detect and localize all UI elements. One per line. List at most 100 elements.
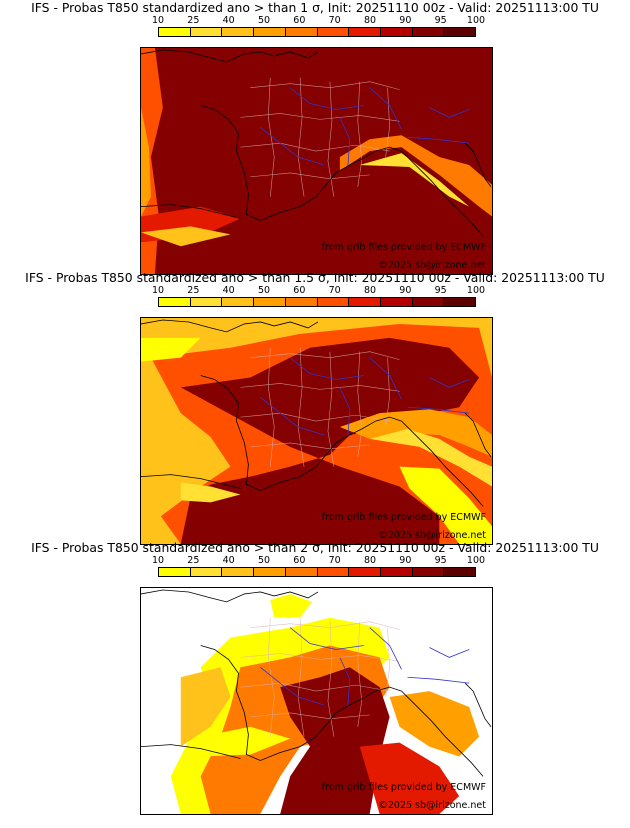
colorbar-segment <box>190 298 223 306</box>
colorbar-segment <box>349 568 381 576</box>
colorbar-segment <box>190 568 223 576</box>
colorbar-segment <box>285 298 318 306</box>
colorbar-segment <box>317 568 350 576</box>
colorbar-tick-label: 100 <box>466 15 486 26</box>
colorbar-segment <box>159 298 191 306</box>
colorbar-tick-label: 25 <box>187 285 200 296</box>
colorbar-segment <box>222 298 255 306</box>
colorbar-tick-label: 40 <box>222 555 235 566</box>
colorbar-segment <box>444 28 476 36</box>
colorbar-segment <box>317 28 350 36</box>
probability-area <box>141 107 151 217</box>
credit-copyright: ©2025 sb@irizone.net <box>378 800 486 811</box>
colorbar-segment <box>222 568 255 576</box>
colorbar-tick-label: 80 <box>363 555 377 566</box>
colorbar-segment <box>317 298 350 306</box>
colorbar-tick-label: 10 <box>151 285 165 296</box>
colorbar-tick-label: 60 <box>293 15 306 26</box>
probability-area <box>141 226 231 247</box>
colorbar-tick-label: 40 <box>222 285 235 296</box>
map-frame: from grib files provided by ECMWF ©2025 … <box>140 317 493 545</box>
probability-area <box>180 667 231 747</box>
colorbar-segment <box>222 28 255 36</box>
probability-map <box>141 318 492 544</box>
colorbar-tick-label: 50 <box>257 285 271 296</box>
colorbar-segment <box>380 28 413 36</box>
colorbar-tick-label: 90 <box>399 15 412 26</box>
credit-copyright: ©2025 sb@irizone.net <box>378 530 486 541</box>
colorbar-segment <box>254 298 286 306</box>
colorbar-tick-label: 95 <box>434 555 447 566</box>
colorbar-tick-label: 80 <box>363 285 377 296</box>
department-borders <box>240 617 400 737</box>
colorbar-segment <box>254 28 286 36</box>
map-frame: from grib files provided by ECMWF ©2025 … <box>140 47 493 275</box>
colorbar-segment <box>380 298 413 306</box>
rivers <box>260 357 470 437</box>
probability-area <box>339 135 492 217</box>
probability-area <box>399 466 492 544</box>
map-title: IFS - Probas T850 standardized ano > tha… <box>31 540 599 555</box>
credit-source: from grib files provided by ECMWF <box>321 782 486 793</box>
colorbar-segment <box>412 568 445 576</box>
colorbar-tick-label: 100 <box>466 555 486 566</box>
probability-area <box>359 742 460 814</box>
rivers <box>260 87 470 167</box>
coastline <box>141 49 492 237</box>
colorbar-segment <box>444 298 476 306</box>
colorbar-segment <box>159 28 191 36</box>
probability-area <box>270 593 313 618</box>
colorbar-scale: 10 25 40 50 60 70 80 90 95 100 <box>152 555 485 579</box>
colorbar-segment <box>412 298 445 306</box>
probability-area <box>180 337 480 544</box>
probability-area <box>280 667 390 814</box>
probability-area <box>369 429 492 487</box>
map-title: IFS - Probas T850 standardized ano > tha… <box>25 270 605 285</box>
colorbar-tick-label: 25 <box>187 555 200 566</box>
colorbar-tick-label: 100 <box>466 285 486 296</box>
colorbar <box>158 27 476 37</box>
colorbar-segment <box>285 568 318 576</box>
department-borders <box>240 77 400 197</box>
colorbar-tick-label: 80 <box>363 15 377 26</box>
colorbar-segment <box>349 298 381 306</box>
colorbar-tick-label: 40 <box>222 15 235 26</box>
colorbar-tick-label: 90 <box>399 555 412 566</box>
colorbar-segment <box>159 568 191 576</box>
map-panel-2: IFS - Probas T850 standardized ano > tha… <box>0 270 630 545</box>
map-title: IFS - Probas T850 standardized ano > tha… <box>31 0 599 15</box>
colorbar-segment <box>444 568 476 576</box>
colorbar-tick-label: 70 <box>328 285 341 296</box>
colorbar-scale: 10 25 40 50 60 70 80 90 95 100 <box>152 15 485 39</box>
colorbar-tick-label: 95 <box>434 15 447 26</box>
colorbar-segment <box>380 568 413 576</box>
probability-map <box>141 48 492 274</box>
colorbar <box>158 567 476 577</box>
colorbar-tick-label: 25 <box>187 15 200 26</box>
colorbar <box>158 297 476 307</box>
colorbar-tick-label: 70 <box>328 555 341 566</box>
probability-area <box>180 482 241 503</box>
map-frame: from grib files provided by ECMWF ©2025 … <box>140 587 493 815</box>
colorbar-tick-label: 50 <box>257 555 271 566</box>
colorbar-tick-label: 10 <box>151 15 165 26</box>
colorbar-tick-label: 90 <box>399 285 412 296</box>
colorbar-segment <box>412 28 445 36</box>
colorbar-tick-label: 60 <box>293 285 306 296</box>
colorbar-tick-label: 95 <box>434 285 447 296</box>
credit-source: from grib files provided by ECMWF <box>321 242 486 253</box>
department-borders <box>240 347 400 467</box>
probability-area <box>200 726 291 757</box>
map-panel-1: IFS - Probas T850 standardized ano > tha… <box>0 0 630 275</box>
coastline <box>141 319 492 507</box>
colorbar-segment <box>349 28 381 36</box>
colorbar-tick-label: 60 <box>293 555 306 566</box>
colorbar-segment <box>254 568 286 576</box>
colorbar-tick-label: 50 <box>257 15 271 26</box>
credit-copyright: ©2025 sb@irizone.net <box>378 260 486 271</box>
colorbar-segment <box>190 28 223 36</box>
rivers <box>260 627 470 707</box>
colorbar-scale: 10 25 40 50 60 70 80 90 95 100 <box>152 285 485 309</box>
credit-source: from grib files provided by ECMWF <box>321 512 486 523</box>
coastline <box>141 589 492 777</box>
